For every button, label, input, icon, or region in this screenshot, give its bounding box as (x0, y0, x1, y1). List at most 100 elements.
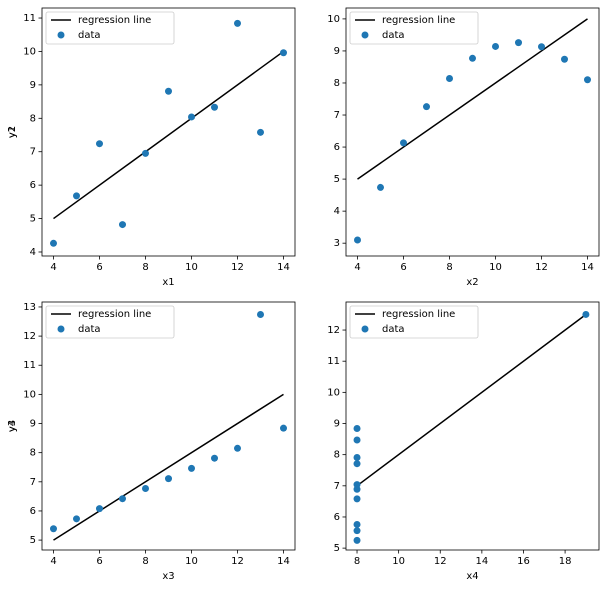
data-point (353, 485, 361, 493)
x-tick-label: 8 (142, 262, 148, 273)
legend-box (349, 305, 479, 339)
y-tick-label: 7 (334, 110, 340, 121)
y-tick-label: 9 (30, 80, 36, 91)
y-tick-label: 11 (23, 13, 36, 24)
subplot: 4 6 8 10 12 14 3 4 5 6 7 8 9 10 x2 y2 regression line dat… (7, 7, 600, 288)
legend-marker (57, 31, 65, 39)
data-point (354, 236, 361, 244)
data-point (188, 113, 195, 121)
data-point (584, 76, 591, 84)
legend-marker (361, 31, 369, 39)
y-tick-label: 5 (334, 174, 340, 185)
data-point (446, 74, 453, 82)
data-point (142, 485, 149, 493)
y-tick-label: 4 (334, 206, 340, 217)
data-point (188, 464, 195, 472)
legend-box (45, 11, 175, 45)
data-point (96, 140, 103, 148)
legend-label: data (78, 30, 101, 41)
x-tick-label: 14 (475, 556, 488, 567)
x-tick-label: 14 (277, 556, 290, 567)
axes-frame (345, 7, 600, 257)
subplot: 4 6 8 10 12 14 5 6 7 8 9 10 11 12 13 x3 y3 regression lin… (7, 301, 296, 582)
y-tick-label: 9 (334, 419, 340, 430)
x-tick-label: 4 (50, 556, 56, 567)
y-tick-label: 5 (30, 535, 36, 546)
legend-marker (361, 325, 369, 333)
x-tick-label: 10 (392, 556, 405, 567)
x-tick-label: 18 (559, 556, 572, 567)
data-point (234, 444, 241, 452)
regression-line (356, 313, 587, 487)
x-tick-label: 16 (517, 556, 530, 567)
y-tick-label: 7 (30, 477, 36, 488)
x-tick-label: 8 (354, 556, 360, 567)
data-point (377, 183, 384, 191)
data-point (515, 39, 522, 47)
data-point (469, 54, 476, 62)
y-tick-label: 6 (334, 142, 340, 153)
y-tick-label: 10 (327, 387, 340, 398)
data-point (400, 139, 407, 147)
data-point (353, 520, 361, 528)
axes-frame (345, 301, 600, 551)
x-tick-label: 12 (231, 556, 244, 567)
data-point (119, 495, 126, 503)
x-tick-label: 12 (434, 556, 447, 567)
y-tick-label: 3 (334, 238, 340, 249)
legend-label: regression line (382, 15, 455, 26)
x-tick-label: 6 (400, 262, 406, 273)
data-point (538, 43, 545, 51)
y-tick-label: 5 (30, 214, 36, 225)
y-tick-label: 11 (23, 360, 36, 371)
x-tick-label: 14 (581, 262, 594, 273)
y-tick-label: 5 (334, 543, 340, 554)
data-point (353, 495, 361, 503)
data-point (234, 19, 241, 27)
regression-line (53, 50, 284, 220)
data-point (561, 55, 568, 63)
data-point (73, 192, 80, 200)
legend-marker (57, 325, 65, 333)
data-point (50, 239, 57, 247)
axes-frame (41, 301, 296, 551)
legend-label: data (382, 30, 405, 41)
x-tick-label: 10 (185, 556, 198, 567)
data-point (211, 103, 218, 111)
data-point (142, 149, 149, 157)
x-tick-label: 12 (535, 262, 548, 273)
data-point (280, 49, 287, 57)
data-point (211, 454, 218, 462)
x-tick-label: 6 (96, 556, 102, 567)
y-tick-label: 6 (334, 512, 340, 523)
y-tick-label: 7 (334, 481, 340, 492)
regression-line (53, 393, 284, 541)
data-point (582, 310, 590, 318)
axes-frame (41, 7, 296, 257)
legend-label: regression line (382, 309, 455, 320)
y-tick-label: 10 (23, 46, 36, 57)
x-axis-label: x4 (466, 571, 478, 582)
y-tick-label: 8 (334, 450, 340, 461)
y-axis-label: y3 (7, 420, 18, 432)
data-point (353, 424, 361, 432)
data-point (96, 505, 103, 513)
y-tick-label: 12 (23, 331, 36, 342)
y-tick-label: 10 (23, 389, 36, 400)
y-axis-label: y1 (7, 126, 18, 138)
y-tick-label: 10 (327, 14, 340, 25)
y-axis-label: y2 (7, 126, 18, 138)
data-point (353, 460, 361, 468)
x-tick-label: 8 (142, 556, 148, 567)
x-tick-label: 8 (446, 262, 452, 273)
legend-label: regression line (78, 309, 151, 320)
x-tick-label: 10 (185, 262, 198, 273)
y-tick-label: 6 (30, 506, 36, 517)
y-tick-label: 4 (30, 247, 36, 258)
regression-line (357, 18, 588, 180)
x-tick-label: 4 (354, 262, 360, 273)
data-point (165, 87, 172, 95)
y-tick-label: 7 (30, 147, 36, 158)
